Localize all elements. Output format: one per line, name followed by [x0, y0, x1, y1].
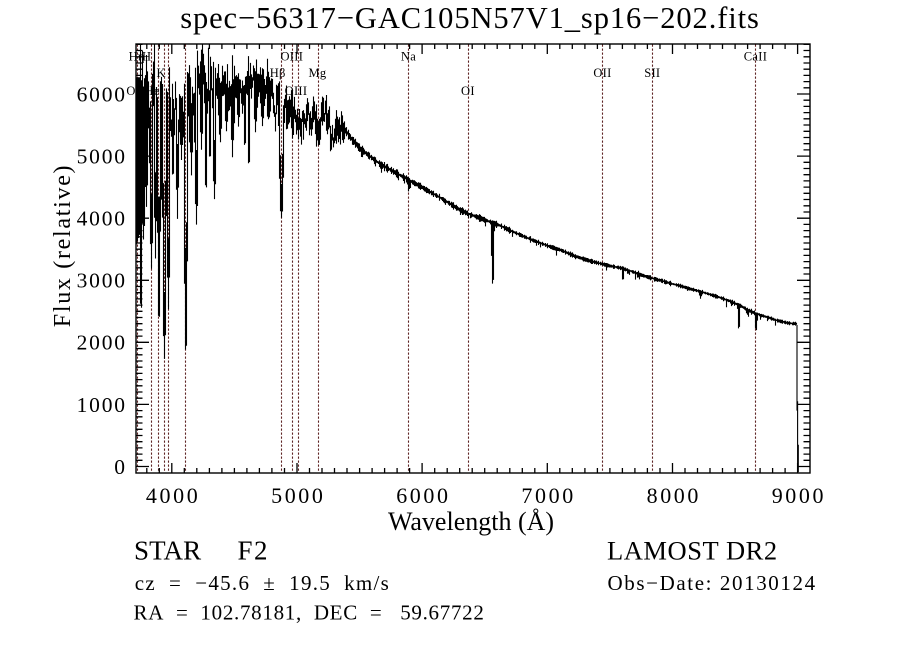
svg-text:6000: 6000 [77, 82, 127, 106]
svg-text:8000: 8000 [647, 483, 701, 508]
svg-text:RA = 102.78181, DEC = 59: RA = 102.78181, DEC = 59.67722 [134, 601, 485, 625]
svg-text:3000: 3000 [77, 269, 127, 293]
svg-text:F2: F2 [238, 536, 270, 566]
svg-text:Flux (relative): Flux (relative) [50, 164, 76, 327]
svg-text:CaII: CaII [744, 49, 767, 63]
svg-text:K: K [157, 66, 166, 80]
svg-text:OII: OII [126, 84, 144, 98]
svg-text:0: 0 [114, 455, 127, 479]
svg-text:Hη: Hη [129, 49, 145, 63]
svg-text:9000: 9000 [772, 483, 826, 508]
svg-text:7000: 7000 [521, 483, 575, 508]
svg-text:cz = −45.6 ± 19.5 km/s: cz = −45.6 ± 19.5 km/s [135, 571, 390, 595]
svg-text:spec−56317−GAC105N57V1_sp16−20: spec−56317−GAC105N57V1_sp16−202.fits [180, 1, 760, 35]
svg-text:4000: 4000 [77, 207, 127, 231]
svg-text:HeI: HeI [144, 84, 164, 98]
svg-text:LAMOST DR2: LAMOST DR2 [607, 536, 778, 566]
svg-text:Hβ: Hβ [270, 66, 286, 80]
svg-text:Obs−Date: 20130124: Obs−Date: 20130124 [608, 571, 817, 595]
svg-text:OIII: OIII [280, 49, 303, 63]
svg-text:OIII: OIII [285, 84, 308, 98]
svg-text:6000: 6000 [396, 483, 450, 508]
svg-text:STAR: STAR [134, 536, 201, 566]
svg-text:OII: OII [593, 66, 611, 80]
svg-text:5000: 5000 [77, 145, 127, 169]
svg-text:4000: 4000 [146, 483, 200, 508]
svg-text:Wavelength (Å): Wavelength (Å) [388, 507, 554, 536]
svg-text:2000: 2000 [77, 331, 127, 355]
svg-text:1000: 1000 [77, 393, 127, 417]
svg-text:OI: OI [461, 84, 475, 98]
svg-text:Na: Na [401, 49, 416, 63]
svg-text:SII: SII [644, 66, 660, 80]
svg-text:5000: 5000 [271, 483, 325, 508]
svg-text:Mg: Mg [309, 66, 327, 80]
svg-text:H: H [142, 49, 151, 63]
